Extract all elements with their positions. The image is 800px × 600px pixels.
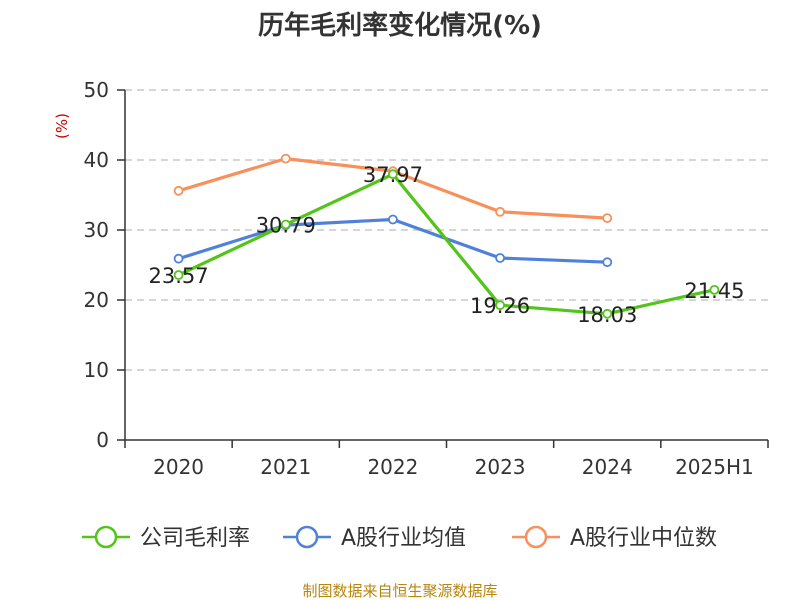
legend-marker xyxy=(94,525,118,549)
source-note: 制图数据来自恒生聚源数据库 xyxy=(302,582,497,600)
legend-label: A股行业中位数 xyxy=(570,526,717,551)
x-tick-label: 2023 xyxy=(475,455,526,479)
data-point xyxy=(709,284,720,295)
x-tick-label: 2022 xyxy=(367,455,418,479)
y-tick-labels: 0 10 20 30 40 50 xyxy=(84,78,109,452)
legend-label: 公司毛利率 xyxy=(140,526,250,551)
data-label: 30.79 xyxy=(256,213,316,237)
data-point xyxy=(495,253,505,263)
data-label: 19.26 xyxy=(470,294,530,318)
data-point xyxy=(280,153,291,164)
data-point xyxy=(602,308,613,319)
y-axis-label: (%) xyxy=(53,113,71,139)
y-tick-label: 0 xyxy=(96,428,109,452)
data-point xyxy=(602,213,613,224)
x-tick-label: 2020 xyxy=(153,455,204,479)
chart-title: 历年毛利率变化情况(%) xyxy=(258,10,542,41)
data-label: 23.57 xyxy=(149,264,209,288)
series-line-1 xyxy=(176,217,609,264)
data-point xyxy=(388,169,398,180)
data-label: 37.97 xyxy=(363,163,423,187)
y-tick-label: 50 xyxy=(84,78,109,102)
data-point xyxy=(173,253,184,264)
data-point xyxy=(388,214,398,225)
data-label: 18.03 xyxy=(577,303,637,327)
legend: 公司毛利率 A股行业均值 A股行业中位数 xyxy=(82,525,717,551)
legend-label: A股行业均值 xyxy=(341,526,466,551)
gridlines xyxy=(125,89,768,371)
data-point xyxy=(495,206,505,217)
axes xyxy=(117,89,769,448)
series-lines xyxy=(173,153,720,319)
x-tick-label: 2021 xyxy=(260,455,311,479)
data-point xyxy=(173,270,184,280)
data-point xyxy=(495,300,505,311)
data-point xyxy=(173,185,184,196)
y-tick-label: 10 xyxy=(84,358,109,382)
x-tick-label: 2024 xyxy=(582,455,633,479)
data-point xyxy=(602,257,613,268)
legend-marker xyxy=(524,525,548,549)
data-point xyxy=(280,219,291,230)
legend-marker xyxy=(295,525,319,549)
series-line-0 xyxy=(176,172,717,316)
y-tick-label: 40 xyxy=(84,148,109,172)
x-tick-labels: 2020 2021 2022 2023 2024 2025H1 xyxy=(153,455,754,479)
y-tick-label: 30 xyxy=(84,218,109,242)
x-tick-label: 2025H1 xyxy=(675,455,754,479)
data-label: 21.45 xyxy=(684,279,744,303)
data-labels: 23.57 30.79 37.97 19.26 18.03 21.45 xyxy=(149,163,745,327)
y-tick-label: 20 xyxy=(84,288,109,312)
